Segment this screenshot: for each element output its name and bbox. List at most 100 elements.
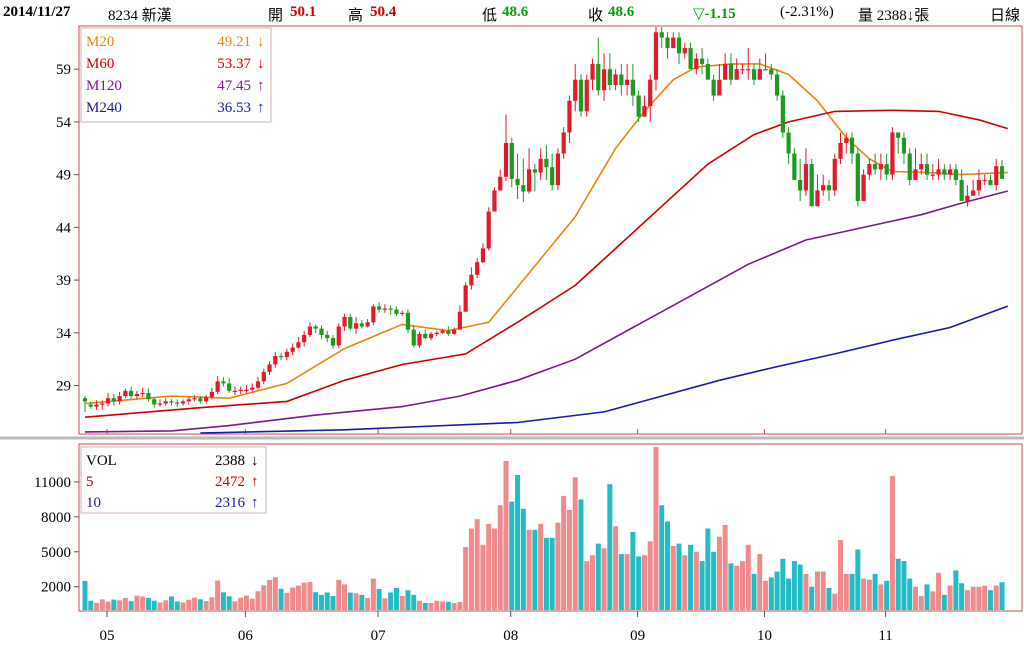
volume-bar bbox=[411, 594, 417, 610]
volume-bar bbox=[480, 544, 486, 610]
price-legend-value: 47.45 bbox=[217, 78, 251, 94]
volume-bar bbox=[491, 528, 497, 610]
candle bbox=[573, 63, 578, 112]
price-legend-name: M120 bbox=[86, 78, 122, 94]
candle bbox=[930, 164, 935, 180]
volume-tick: 11000 bbox=[34, 475, 79, 491]
volume-panel-frame bbox=[78, 443, 1023, 612]
volume-bar bbox=[359, 594, 365, 610]
volume-bar bbox=[267, 580, 273, 610]
low-value: 48.6 bbox=[502, 4, 529, 20]
volume-bar bbox=[866, 579, 872, 610]
volume-tick-label: 5000 bbox=[41, 545, 71, 561]
volume-bar bbox=[94, 602, 100, 610]
candle bbox=[388, 305, 393, 315]
volume-bar bbox=[734, 565, 740, 610]
candle bbox=[555, 148, 561, 191]
price-legend-value: 36.53 bbox=[217, 100, 251, 116]
volume-bar bbox=[918, 596, 924, 610]
volume-bar bbox=[474, 519, 480, 610]
volume-bar bbox=[607, 484, 613, 610]
candle bbox=[296, 337, 301, 349]
volume-bar bbox=[468, 528, 474, 610]
candle bbox=[567, 95, 572, 143]
candle bbox=[521, 158, 526, 203]
candle bbox=[446, 326, 451, 336]
candle bbox=[913, 148, 918, 180]
candle bbox=[694, 53, 699, 75]
volume-bar bbox=[422, 603, 428, 610]
volume-bar bbox=[912, 586, 918, 610]
candle bbox=[463, 282, 468, 312]
candle bbox=[175, 399, 180, 407]
candle bbox=[394, 306, 399, 316]
candle bbox=[815, 174, 820, 207]
volume-bar bbox=[832, 593, 838, 610]
volume-bar bbox=[382, 598, 388, 610]
volume-bar bbox=[105, 601, 111, 610]
candle bbox=[538, 148, 543, 180]
volume-bar bbox=[186, 599, 192, 610]
candle bbox=[596, 37, 601, 96]
price-legend-arrow: ↑ bbox=[257, 100, 265, 116]
volume-bar bbox=[757, 554, 763, 610]
month-label: 08 bbox=[503, 628, 518, 644]
volume-bar bbox=[861, 578, 867, 610]
volume-bar bbox=[538, 523, 544, 610]
volume-bar bbox=[936, 572, 942, 610]
volume-bar bbox=[82, 580, 88, 610]
price-tick-label: 29 bbox=[56, 379, 71, 395]
candle bbox=[971, 179, 976, 196]
volume-bar bbox=[670, 545, 676, 610]
candle bbox=[873, 153, 878, 175]
volume-bar bbox=[999, 582, 1005, 610]
price-tick: 34 bbox=[56, 326, 79, 342]
candle bbox=[982, 174, 987, 186]
volume-bar bbox=[520, 508, 526, 610]
volume-bar bbox=[255, 591, 261, 610]
volume-bar bbox=[497, 505, 503, 610]
volume-bar bbox=[872, 573, 878, 610]
time-axis: 05 06 07 08 09 10 11 bbox=[100, 429, 893, 644]
price-tick: 49 bbox=[56, 168, 79, 184]
volume-bar bbox=[595, 543, 601, 610]
candle bbox=[844, 132, 849, 154]
volume-bar bbox=[532, 529, 538, 610]
candle bbox=[942, 164, 947, 180]
candle bbox=[907, 148, 912, 186]
candle bbox=[261, 368, 266, 385]
volume-bar bbox=[774, 571, 780, 610]
candle bbox=[457, 305, 462, 330]
volume-bar bbox=[889, 476, 895, 610]
volume-legend-row: 5 2472 ↑ bbox=[86, 474, 259, 490]
volume-bar bbox=[763, 580, 769, 610]
volume-bar bbox=[197, 599, 203, 610]
candle bbox=[665, 32, 670, 59]
candle bbox=[509, 137, 514, 188]
candle bbox=[601, 53, 607, 101]
candle bbox=[209, 387, 214, 400]
volume-bar bbox=[924, 584, 930, 610]
candle bbox=[838, 132, 843, 165]
month-label: 06 bbox=[238, 628, 254, 644]
candle bbox=[849, 132, 855, 165]
volume-bar bbox=[584, 561, 590, 610]
volume-tick: 5000 bbox=[41, 545, 79, 561]
open-value: 50.1 bbox=[290, 4, 317, 20]
candle bbox=[123, 388, 128, 399]
volume-bar bbox=[884, 580, 890, 610]
volume-bar bbox=[716, 536, 722, 610]
candle bbox=[94, 400, 99, 410]
candle bbox=[780, 90, 785, 138]
volume-bar bbox=[745, 544, 751, 610]
volume-bar bbox=[630, 531, 636, 610]
candle bbox=[371, 304, 376, 326]
candle bbox=[359, 320, 364, 329]
volume-tick: 2000 bbox=[41, 580, 79, 596]
candle bbox=[763, 53, 768, 71]
volume-legend-arrow: ↑ bbox=[251, 474, 259, 490]
low-label: 低 bbox=[482, 8, 498, 24]
candle bbox=[82, 396, 88, 412]
candle bbox=[146, 388, 151, 402]
